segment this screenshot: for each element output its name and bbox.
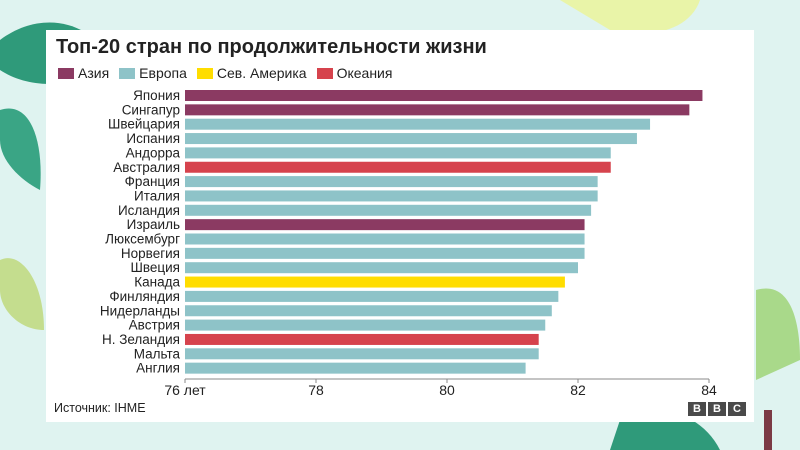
category-label: Финляндия xyxy=(109,289,180,304)
chart-card: Япония Сингапур Швейцария Испания Андорра Авс… xyxy=(46,30,754,422)
category-label: Сингапур xyxy=(122,102,180,117)
bar xyxy=(185,333,539,345)
x-tick-label: 82 xyxy=(570,382,586,398)
bar xyxy=(185,219,585,231)
bar xyxy=(185,262,578,274)
category-label: Австрия xyxy=(129,318,180,333)
category-label: Норвегия xyxy=(121,246,180,261)
legend-item-north-america: Сев. Америка xyxy=(196,65,307,81)
category-label: Нидерланды xyxy=(100,303,180,318)
legend-label-oceania: Океания xyxy=(336,65,393,81)
bar xyxy=(185,190,598,202)
bar xyxy=(185,319,546,331)
bar xyxy=(185,233,585,245)
bbc-logo-block: C xyxy=(728,402,746,416)
legend-swatch-europe xyxy=(119,67,136,79)
category-label: Англия xyxy=(136,361,180,376)
x-tick-label: 78 xyxy=(308,382,324,398)
bar xyxy=(185,362,526,374)
legend-swatch-north-america xyxy=(196,67,213,79)
category-label: Швейцария xyxy=(108,117,180,132)
x-tick-label: 76 лет xyxy=(164,382,206,398)
bar xyxy=(185,104,690,116)
legend-label-europe: Европа xyxy=(139,65,187,81)
stem-bottom-right-icon xyxy=(764,410,772,450)
bar xyxy=(185,247,585,259)
leaf-top-right-icon xyxy=(560,0,700,34)
legend-label-north-america: Сев. Америка xyxy=(216,65,307,81)
legend-swatch-oceania xyxy=(316,67,333,79)
category-label: Израиль xyxy=(127,217,180,232)
bar xyxy=(185,305,552,317)
leaf-left-icon xyxy=(0,108,41,190)
bar xyxy=(185,118,651,130)
category-label: Швеция xyxy=(131,260,181,275)
bbc-logo-block: B xyxy=(688,402,706,416)
bbc-logo-block: B xyxy=(708,402,726,416)
category-label: Исландия xyxy=(118,203,180,218)
bar xyxy=(185,133,637,145)
category-label: Япония xyxy=(133,88,180,103)
category-label: Франция xyxy=(125,174,180,189)
category-label: Испания xyxy=(126,131,180,146)
bar xyxy=(185,348,539,360)
chart-title: Топ-20 стран по продолжительности жизни xyxy=(56,36,487,58)
chart-legend: Азия Европа Сев. Америка Океания xyxy=(58,65,402,81)
legend-item-asia: Азия xyxy=(58,65,109,81)
legend-item-europe: Европа xyxy=(119,65,187,81)
legend-item-oceania: Океания xyxy=(316,65,393,81)
bar xyxy=(185,161,611,173)
category-label: Австралия xyxy=(113,160,180,175)
legend-label-asia: Азия xyxy=(78,65,110,81)
category-label: Н. Зеландия xyxy=(102,332,180,347)
category-label: Мальта xyxy=(134,346,181,361)
legend-swatch-asia xyxy=(58,67,74,79)
category-label: Люксембург xyxy=(105,232,180,247)
category-label: Андорра xyxy=(126,145,181,160)
category-label: Италия xyxy=(134,188,180,203)
bar xyxy=(185,276,565,288)
leaf-right-icon xyxy=(756,288,800,380)
leaf-left-lower-icon xyxy=(0,258,44,330)
bar xyxy=(185,90,703,101)
x-tick-label: 80 xyxy=(439,382,455,398)
bar xyxy=(185,290,559,302)
source-note: Источник: IHME xyxy=(54,401,146,415)
bar xyxy=(185,204,592,216)
bbc-logo: B B C xyxy=(686,402,746,416)
bar xyxy=(185,176,598,188)
category-label: Канада xyxy=(134,275,180,290)
x-tick-label: 84 xyxy=(701,382,717,398)
bar xyxy=(185,147,611,159)
bar-chart: ЯпонияСингапурШвейцарияИспанияАндорраАвс… xyxy=(100,88,717,398)
